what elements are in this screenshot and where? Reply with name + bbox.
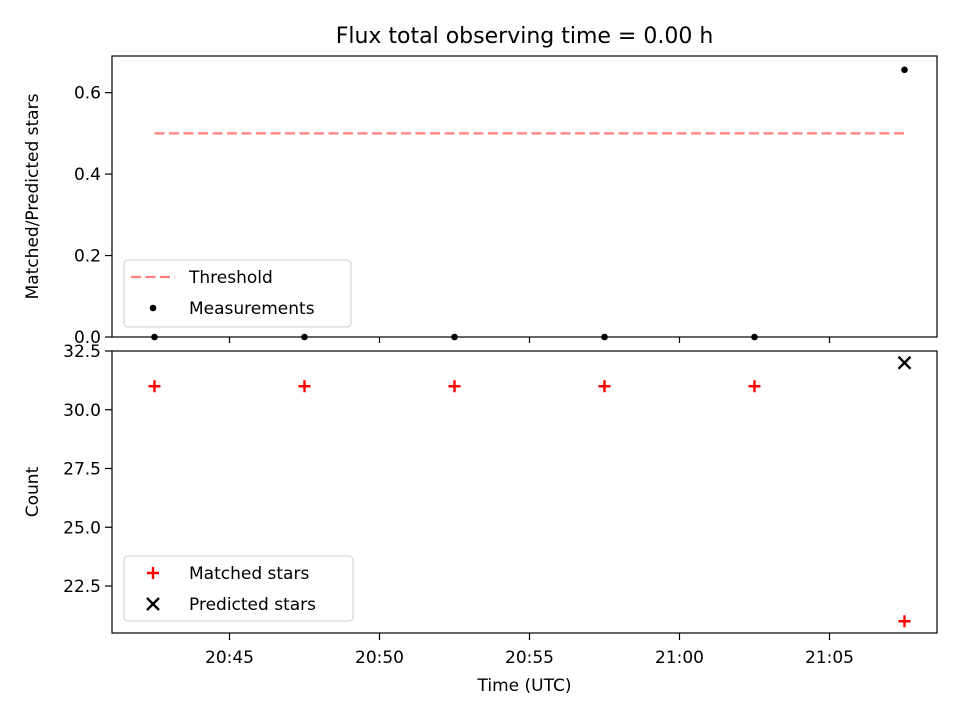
y-tick-label: 0.4	[74, 165, 101, 185]
legend-matched-swatch	[147, 567, 159, 579]
legend-box	[123, 555, 354, 622]
matched-star-point	[598, 380, 611, 393]
matched-star-point	[298, 380, 311, 393]
y-tick-label: 22.5	[63, 577, 101, 597]
x-tick-label: 20:55	[505, 648, 554, 668]
legend-matched-label: Matched stars	[189, 564, 309, 584]
x-axis-label: Time (UTC)	[477, 676, 572, 696]
measurement-point	[451, 333, 458, 341]
y-tick-label: 32.5	[63, 342, 101, 362]
matched-star-point	[148, 380, 161, 393]
matched-star-point	[898, 615, 911, 628]
matched-star-point	[748, 380, 761, 393]
x-tick-label: 20:45	[205, 648, 254, 668]
bottom-panel: 22.5 25.0 27.5 30.0 32.5 Count 20:45 20:50 20:55…	[23, 342, 938, 696]
measurement-point	[601, 333, 608, 341]
x-tick-label: 20:50	[355, 648, 404, 668]
x-tick-label: 21:00	[655, 648, 704, 668]
y-axis-label: Matched/Predicted stars	[23, 93, 43, 299]
legend-predicted-label: Predicted stars	[189, 595, 316, 615]
top-plot-frame	[111, 55, 938, 338]
chart-title: Flux total observing time = 0.00 h	[336, 24, 714, 49]
bottom-plot-frame	[111, 350, 938, 634]
matched-star-point	[448, 380, 461, 393]
y-tick-label: 27.5	[63, 460, 101, 480]
y-tick-label: 0.2	[74, 247, 101, 267]
measurement-point	[751, 333, 758, 341]
y-tick-label: 0.0	[74, 328, 101, 348]
legend-threshold-label: Threshold	[188, 268, 273, 288]
top-panel: 0.0 0.2 0.4 0.6 Matched/Predicted stars Thres…	[23, 55, 938, 348]
legend-measurements-swatch	[149, 304, 157, 312]
legend-measurements-label: Measurements	[189, 299, 315, 319]
y-axis-label: Count	[23, 466, 43, 517]
measurement-point	[901, 66, 908, 74]
measurement-point	[301, 333, 308, 341]
y-tick-label: 25.0	[63, 518, 101, 538]
measurement-point	[151, 333, 158, 341]
y-tick-label: 0.6	[74, 84, 101, 104]
legend-box	[123, 259, 352, 328]
predicted-star-point	[897, 355, 912, 370]
x-tick-label: 21:05	[805, 648, 854, 668]
y-tick-label: 30.0	[63, 401, 101, 421]
legend-predicted-swatch	[146, 597, 160, 611]
